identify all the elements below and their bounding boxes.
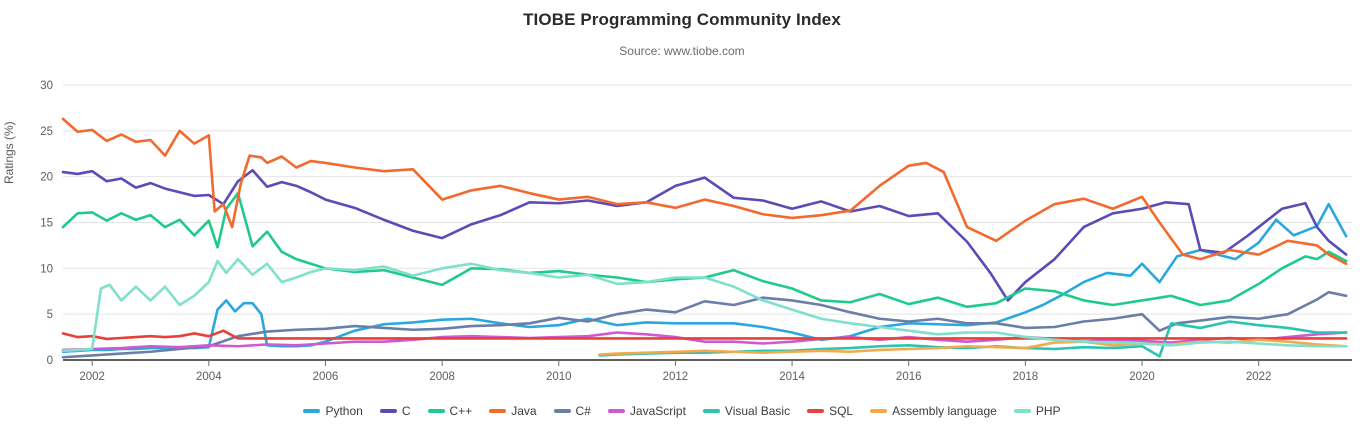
legend-item-label: C# <box>575 404 591 418</box>
legend-item-visual-basic[interactable]: Visual Basic <box>702 404 791 418</box>
x-axis-tick-label: 2008 <box>429 371 455 383</box>
legend-item-python[interactable]: Python <box>303 404 363 418</box>
legend-item-c[interactable]: C <box>379 404 411 418</box>
line-chart-svg: 0 5 10 15 20 25 30 2002 2004 2006 2008 2010 2012 2014… <box>40 80 1352 383</box>
legend-item-label: Python <box>325 404 363 418</box>
series-line-php <box>61 257 1348 353</box>
x-axis-tick-label: 2002 <box>79 371 105 383</box>
legend-color-swatch <box>607 409 625 413</box>
y-axis-tick-label: 15 <box>40 218 53 230</box>
legend-item-label: Java <box>511 404 537 418</box>
legend-item-label: SQL <box>829 404 854 418</box>
legend-color-swatch <box>303 409 321 413</box>
series-line-c <box>61 168 1348 302</box>
x-axis-tick-label: 2014 <box>779 371 805 383</box>
x-axis-tick-label: 2018 <box>1013 371 1039 383</box>
x-axis-tick-label: 2022 <box>1246 371 1272 383</box>
series-line-c <box>61 290 1348 359</box>
page-title: TIOBE Programming Community Index <box>523 10 841 29</box>
legend-item-assembly-language[interactable]: Assembly language <box>870 405 997 417</box>
legend-color-swatch <box>807 409 825 413</box>
y-axis-tick-label: 20 <box>40 172 53 184</box>
legend-color-swatch <box>1013 409 1031 413</box>
legend-item-c[interactable]: C# <box>553 404 591 418</box>
series-line-java <box>61 117 1348 266</box>
x-axis-tick-label: 2004 <box>196 371 222 383</box>
legend-item-java[interactable]: Java <box>489 404 537 418</box>
legend-item-label: Visual Basic <box>724 404 791 418</box>
legend-color-swatch <box>489 409 507 413</box>
legend-color-swatch <box>379 409 397 413</box>
x-axis-tick-label: 2010 <box>546 371 572 383</box>
legend-item-javascript[interactable]: JavaScript <box>607 404 686 418</box>
legend-item-label: PHP <box>1035 404 1061 418</box>
legend-item-label: Assembly language <box>892 404 997 418</box>
legend-item-label: JavaScript <box>629 404 686 418</box>
legend-color-swatch <box>553 409 571 413</box>
y-axis-tick-label: 5 <box>47 309 53 321</box>
x-axis-tick-label: 2012 <box>663 371 689 383</box>
legend-item-label: C++ <box>449 404 473 418</box>
series-line-c <box>61 191 1348 309</box>
legend-color-swatch <box>870 409 888 413</box>
plot-area: 0 5 10 15 20 25 30 2002 2004 2006 2008 2010 2012 2014… <box>40 80 1352 383</box>
chart-legend: Python C C++ Java C# JavaScript Visual Basic SQ… <box>0 405 1364 417</box>
legend-item-php[interactable]: PHP <box>1013 404 1061 418</box>
x-axis-tick-label: 2020 <box>1129 371 1155 383</box>
chart-subtitle-source: Source: www.tiobe.com <box>619 44 745 58</box>
series-line-javascript <box>61 331 1348 352</box>
legend-item-sql[interactable]: SQL <box>807 405 853 417</box>
x-axis-tick-label: 2006 <box>313 371 339 383</box>
x-axis-tick-label: 2016 <box>896 371 922 383</box>
y-axis-tick-label: 25 <box>40 126 53 138</box>
legend-color-swatch <box>427 409 445 413</box>
y-axis-tick-label: 0 <box>47 355 53 367</box>
y-axis-tick-label: 10 <box>40 263 53 275</box>
legend-color-swatch <box>702 409 720 413</box>
series-line-sql <box>61 329 1348 341</box>
legend-item-label: C <box>401 404 411 418</box>
legend-item-c[interactable]: C++ <box>427 404 473 418</box>
y-axis-tick-label: 30 <box>40 80 53 92</box>
